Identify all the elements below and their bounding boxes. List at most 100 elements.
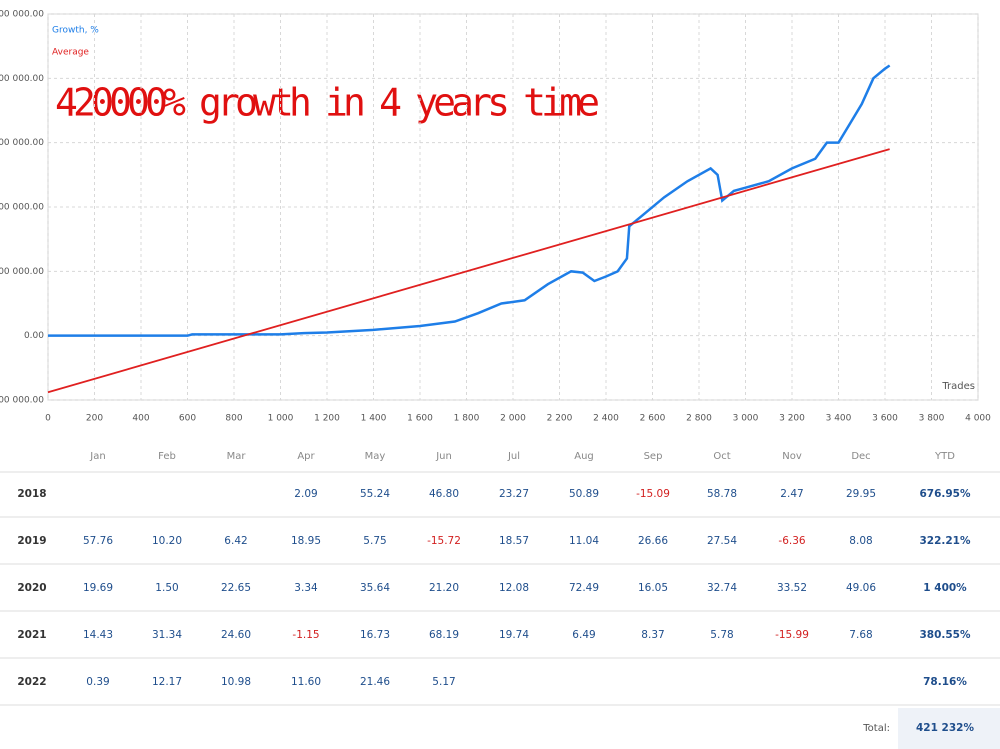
row-year: 2022 [17, 676, 46, 688]
series-line [47, 148, 890, 394]
x-tick-label: 3 600 [872, 414, 898, 424]
table-cell: 32.74 [707, 582, 737, 594]
table-cell: -15.99 [775, 629, 809, 641]
table-cell: 3.34 [294, 582, 318, 594]
table-cell: 12.08 [499, 582, 529, 594]
x-tick-label: 1 600 [407, 414, 433, 424]
y-tick-label: 400 000.00 [0, 74, 44, 84]
table-cell: 22.65 [221, 582, 251, 594]
table-cell: 46.80 [429, 488, 459, 500]
table-cell: 6.49 [572, 629, 595, 641]
table-cell: 676.95% [919, 488, 971, 500]
column-header: Jan [89, 451, 105, 462]
table-cell: 7.68 [849, 629, 872, 641]
x-tick-label: 3 800 [919, 414, 945, 424]
table-cell: 14.43 [83, 629, 113, 641]
column-header: YTD [934, 451, 955, 462]
table-cell: 10.98 [221, 676, 251, 688]
x-tick-label: 0 [45, 414, 51, 424]
table-cell: 0.39 [86, 676, 109, 688]
x-tick-label: 2 200 [547, 414, 573, 424]
table-cell: 21.20 [429, 582, 459, 594]
x-tick-label: 1 000 [268, 414, 294, 424]
x-tick-label: 2 000 [500, 414, 526, 424]
y-tick-label: 200 000.00 [0, 203, 44, 213]
column-header: Aug [574, 451, 594, 462]
table-cell: 16.73 [360, 629, 390, 641]
table-cell: 27.54 [707, 535, 737, 547]
total-value: 421 232% [916, 722, 974, 734]
x-tick-label: 2 600 [640, 414, 666, 424]
table-cell: 24.60 [221, 629, 251, 641]
table-cell: 5.75 [363, 535, 386, 547]
table-cell: 16.05 [638, 582, 668, 594]
x-tick-label: 3 000 [733, 414, 759, 424]
table-cell: 1 400% [923, 582, 967, 594]
table-cell: 33.52 [777, 582, 807, 594]
table-cell: 322.21% [919, 535, 971, 547]
x-tick-label: 800 [225, 414, 242, 424]
column-header: Jul [507, 451, 520, 462]
table-cell: 11.04 [569, 535, 599, 547]
table-cell: 2.09 [294, 488, 317, 500]
y-tick-label: -100 000.00 [0, 396, 44, 406]
table-cell: 35.64 [360, 582, 390, 594]
table-cell: 49.06 [846, 582, 876, 594]
table-cell: 5.78 [710, 629, 733, 641]
column-header: Jun [435, 451, 452, 462]
table-cell: 18.57 [499, 535, 529, 547]
table-cell: 29.95 [846, 488, 876, 500]
table-cell: 8.37 [641, 629, 664, 641]
row-year: 2018 [17, 488, 46, 500]
table-cell: 2.47 [780, 488, 803, 500]
table-cell: 5.17 [432, 676, 455, 688]
table-cell: 19.69 [83, 582, 113, 594]
x-tick-label: 400 [132, 414, 149, 424]
table-cell: 78.16% [923, 676, 967, 688]
table-cell: 26.66 [638, 535, 668, 547]
x-tick-label: 1 200 [314, 414, 340, 424]
y-tick-label: 300 000.00 [0, 138, 44, 148]
table-cell: 21.46 [360, 676, 390, 688]
table-cell: -15.72 [427, 535, 461, 547]
total-label: Total: [862, 723, 890, 734]
x-tick-label: 2 800 [686, 414, 712, 424]
table-cell: 23.27 [499, 488, 529, 500]
column-header: Sep [644, 451, 663, 462]
column-header: Oct [713, 451, 730, 462]
table-cell: 72.49 [569, 582, 599, 594]
table-cell: 57.76 [83, 535, 113, 547]
x-tick-label: 3 400 [826, 414, 852, 424]
x-axis-label: Trades [941, 381, 975, 392]
legend-entry: Growth, % [52, 26, 99, 36]
x-tick-label: 600 [179, 414, 196, 424]
table-cell: 1.50 [155, 582, 178, 594]
row-year: 2019 [17, 535, 46, 547]
table-cell: 6.42 [224, 535, 247, 547]
table-cell: -6.36 [778, 535, 805, 547]
column-header: Nov [782, 451, 802, 462]
column-header: Mar [227, 451, 247, 462]
table-cell: 8.08 [849, 535, 872, 547]
column-header: Dec [851, 451, 870, 462]
column-header: Apr [297, 451, 315, 462]
table-cell: 58.78 [707, 488, 737, 500]
x-tick-label: 200 [86, 414, 103, 424]
table-cell: 50.89 [569, 488, 599, 500]
table-cell: 18.95 [291, 535, 321, 547]
table-cell: -15.09 [636, 488, 670, 500]
series-line [48, 64, 891, 337]
row-year: 2020 [17, 582, 46, 594]
table-cell: 68.19 [429, 629, 459, 641]
table-cell: -1.15 [292, 629, 319, 641]
table-cell: 380.55% [919, 629, 971, 641]
legend-entry: Average [52, 48, 89, 58]
x-tick-label: 2 400 [593, 414, 619, 424]
column-header: Feb [158, 451, 176, 462]
table-cell: 31.34 [152, 629, 182, 641]
table-cell: 19.74 [499, 629, 529, 641]
x-tick-label: 1 400 [361, 414, 387, 424]
total-cell [898, 708, 1000, 749]
table-cell: 11.60 [291, 676, 321, 688]
